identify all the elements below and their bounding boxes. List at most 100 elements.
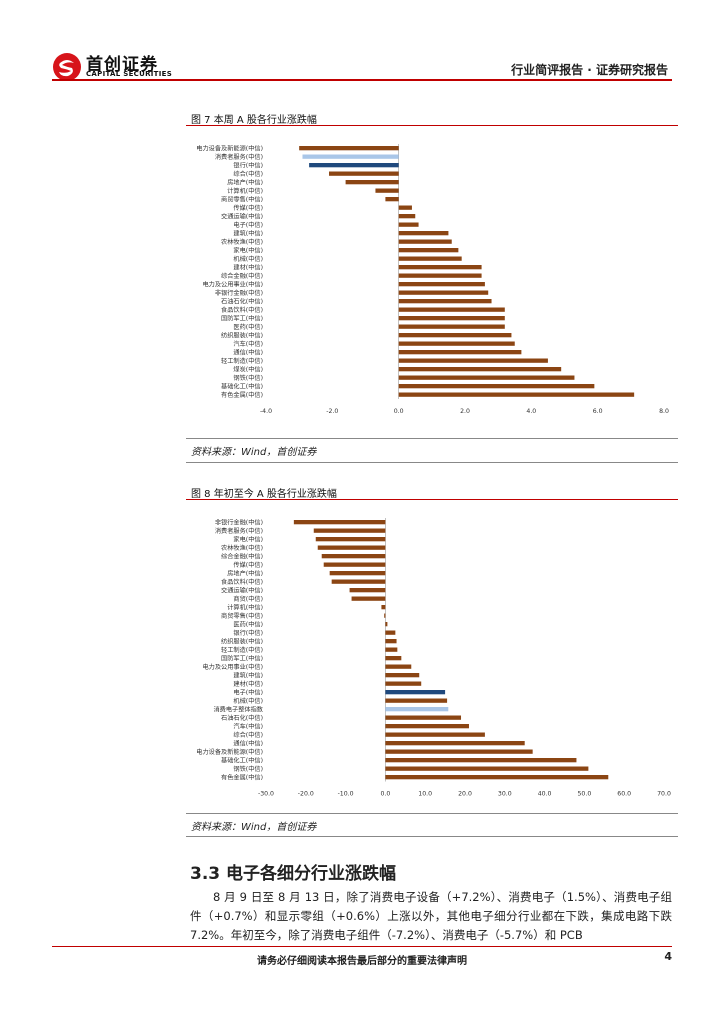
bar [385,749,533,754]
x-tick-label: 70.0 [657,791,671,798]
figure8-top-rule [186,499,678,500]
x-tick-label: 8.0 [659,408,669,415]
category-label: 建材(中信) [233,680,263,688]
bar [385,715,462,720]
bar [385,766,589,771]
bar [398,282,485,287]
bar [398,299,492,304]
category-label: 石油石化(中信) [221,298,263,306]
category-label: 有色金属(中信) [221,391,263,399]
category-label: 房地产(中信) [227,570,263,578]
company-name-cn: 首创证券 [86,55,158,75]
category-label: 交通运输(中信) [221,213,263,221]
bar [398,350,522,355]
category-label: 房地产(中信) [227,179,263,187]
category-label: 石油石化(中信) [221,714,263,722]
x-tick-label: 30.0 [498,791,512,798]
figure7-top-rule [186,125,678,126]
figure8-source: 资料来源：Wind，首创证券 [191,822,317,833]
bar [385,664,412,669]
x-tick-label: -20.0 [298,791,314,798]
category-label: 家电(中信) [233,536,263,544]
bar [398,239,452,244]
bar [381,605,386,610]
category-label: 综合金融(中信) [221,272,263,280]
figure7-title: 图 7 本周 A 股各行业涨跌幅 [191,115,317,126]
bar [329,571,386,576]
category-label: 综合(中信) [233,170,263,178]
bar [398,392,635,397]
category-label: 国防军工(中信) [221,315,263,323]
bar [398,256,462,261]
capital-securities-logo-icon [53,53,81,81]
bar [398,375,575,380]
bar [385,707,449,712]
category-label: 建材(中信) [233,264,263,272]
category-label: 电子(中信) [233,221,263,229]
bar [398,333,512,338]
category-label: 消费者服务(中信) [215,527,263,535]
bar [398,324,505,329]
bar [302,154,399,159]
category-label: 计算机(中信) [227,187,263,195]
bar [321,554,386,559]
bar [384,613,386,618]
company-name-en: CAPITAL SECURITIES [86,70,173,78]
bar [398,316,505,321]
category-label: 食品饮料(中信) [221,578,263,586]
bar [398,341,515,346]
bar [398,205,412,210]
bar [398,222,419,227]
x-tick-label: 4.0 [526,408,536,415]
category-label: 非银行金融(中信) [215,519,263,527]
category-label: 综合(中信) [233,731,263,739]
bar [309,163,399,168]
category-label: 建筑(中信) [233,230,263,238]
x-tick-label: -2.0 [326,408,338,415]
bar [385,197,399,202]
page-header: 首创证券 CAPITAL SECURITIES 行业简评报告 · 证券研究报告 [0,0,724,81]
bar [385,758,577,763]
category-label: 食品饮料(中信) [221,306,263,314]
figure7-bottom-rule [186,438,678,439]
bar [385,639,397,644]
category-label: 交通运输(中信) [221,587,263,595]
x-tick-label: 40.0 [538,791,552,798]
category-label: 电力设备及新能源(中信) [196,748,263,756]
page-number: 4 [664,950,672,963]
category-label: 电力设备及新能源(中信) [196,145,263,153]
bar [331,579,386,584]
figure8-bottom-rule [186,813,678,814]
category-label: 电子(中信) [233,689,263,697]
category-label: 计算机(中信) [227,604,263,612]
category-label: 银行(中信) [233,629,263,637]
category-label: 消费电子整体指数 [214,706,264,714]
figure8-title: 图 8 年初至今 A 股各行业涨跌幅 [191,489,337,500]
bar [398,384,595,389]
bar [317,545,386,550]
bar [385,690,446,695]
bar [385,622,388,627]
figure7-source: 资料来源：Wind，首创证券 [191,447,317,458]
category-label: 机械(中信) [233,255,263,263]
x-tick-label: -4.0 [260,408,272,415]
bar [385,647,398,652]
bar [398,290,489,295]
category-label: 有色金属(中信) [221,774,263,782]
bar [398,214,416,219]
x-tick-label: 50.0 [578,791,592,798]
category-label: 商贸零售(中信) [221,196,263,204]
category-label: 基础化工(中信) [221,757,263,765]
category-label: 综合金融(中信) [221,553,263,561]
category-label: 传媒(中信) [233,561,263,569]
category-label: 农林牧渔(中信) [221,544,263,552]
category-label: 家电(中信) [233,247,263,255]
figure7-bar-chart: 电力设备及新能源(中信)消费者服务(中信)银行(中信)综合(中信)房地产(中信)… [196,144,669,415]
figure8-bar-chart: 非银行金融(中信)消费者服务(中信)家电(中信)农林牧渔(中信)综合金融(中信)… [196,518,671,798]
category-label: 电力及公用事业(中信) [202,281,263,289]
category-label: 轻工制造(中信) [221,646,263,654]
bar [313,528,386,533]
bar [398,231,449,236]
category-label: 国防军工(中信) [221,655,263,663]
bar [385,741,525,746]
